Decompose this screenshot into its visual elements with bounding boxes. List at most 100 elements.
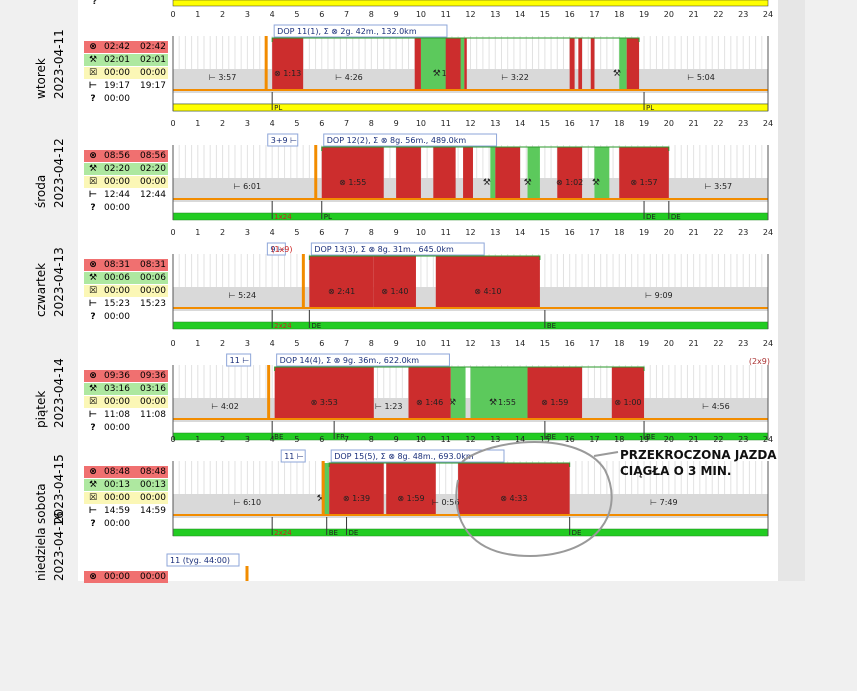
drive-label: ⊗ 1:02 xyxy=(556,178,583,187)
stat-value-cumulative: 15:23 xyxy=(140,299,166,309)
axis-tick-label: 3 xyxy=(245,228,250,237)
stat-row-unknown: ? 00:00 xyxy=(84,422,168,434)
axis-tick-label: 10 xyxy=(416,119,426,128)
axis-tick-label: 8 xyxy=(369,228,374,237)
stat-row-work: ⚒ 00:06 00:06 xyxy=(84,272,168,284)
stat-value-cumulative: 14:59 xyxy=(140,506,166,516)
axis-tick-label: 10 xyxy=(416,228,426,237)
drive-icon: ⊗ xyxy=(89,572,97,582)
stat-row-span: ⊢ 12:44 12:44 xyxy=(84,189,168,201)
rest-label: ⊢ 1:23 xyxy=(375,402,402,411)
stat-row-drive: ⊗ 02:42 02:42 xyxy=(84,41,168,53)
unknown-icon: ? xyxy=(90,423,96,433)
stat-row-unknown: ? 00:00 xyxy=(84,518,168,530)
stat-value: 02:01 xyxy=(104,55,130,65)
axis-tick-label: 19 xyxy=(639,10,649,19)
axis-tick-label: 21 xyxy=(689,10,699,19)
axis-tick-label: 1 xyxy=(195,228,200,237)
stat-value: 00:00 xyxy=(104,493,130,503)
drive-icon: ⊗ xyxy=(89,371,97,381)
date-label: 2023-04-12 xyxy=(52,138,66,208)
stat-row-work: ⚒ 02:01 02:01 xyxy=(84,54,168,66)
drive-block xyxy=(578,38,583,90)
axis-tick-label: 5 xyxy=(294,435,299,444)
axis-tick-label: 24 xyxy=(763,339,773,348)
axis-tick-label: 13 xyxy=(490,435,500,444)
axis-tick-label: 19 xyxy=(639,119,649,128)
weekday-label: wtorek xyxy=(34,58,48,99)
work-block xyxy=(324,463,330,515)
work-block xyxy=(619,38,627,90)
weekday-label: niedziela xyxy=(34,527,48,581)
stat-value: 02:42 xyxy=(104,42,130,52)
axis-tick-label: 14 xyxy=(515,435,525,444)
duty-bracket xyxy=(274,366,645,371)
stat-value: 11:08 xyxy=(104,410,130,420)
axis-tick-label: 10 xyxy=(416,435,426,444)
axis-tick-label: 16 xyxy=(565,228,575,237)
work-icon: ⚒ xyxy=(88,384,98,394)
date-label: 2023-04-13 xyxy=(52,247,66,317)
weekday-label: piątek xyxy=(34,390,48,428)
stat-row-work: ⚒ 02:20 02:20 xyxy=(84,163,168,175)
axis-tick-label: 9 xyxy=(394,339,399,348)
work-block xyxy=(450,367,466,419)
annotation-pointer xyxy=(593,451,619,457)
rest-label: ⊢ 6:10 xyxy=(234,498,261,507)
rest-label: ⊢ 0:56 xyxy=(432,498,459,507)
stat-value-cumulative: 08:56 xyxy=(140,151,166,161)
weekday-label: środa xyxy=(34,174,48,208)
rest-label: ⊢ 5:04 xyxy=(687,73,714,82)
axis-tick-label: 15 xyxy=(540,339,550,348)
stat-value: 08:48 xyxy=(104,467,130,477)
drive-label: ⊗ 1:59 xyxy=(397,494,424,503)
stat-row-unknown: ? 00:00 xyxy=(84,202,168,214)
stat-value-cumulative: 00:00 xyxy=(140,572,166,582)
annotation-line-2: CIĄGŁA O 3 MIN. xyxy=(620,464,732,478)
axis-tick-label: 12 xyxy=(465,119,475,128)
drive-block xyxy=(611,367,645,419)
drive-block xyxy=(408,367,451,419)
stat-row-span: ⊢ 19:17 19:17 xyxy=(84,80,168,92)
stat-row-drive: ⊗ 08:56 08:56 xyxy=(84,150,168,162)
stat-value: 00:13 xyxy=(104,480,130,490)
avail-icon: ☒ xyxy=(88,286,98,296)
axis-tick-label: 21 xyxy=(689,339,699,348)
stat-value: 03:16 xyxy=(104,384,130,394)
axis-tick-label: 17 xyxy=(589,10,599,19)
drive-label: ⊗ 1:57 xyxy=(630,178,657,187)
work-icon: ⚒ xyxy=(613,69,621,79)
work-block xyxy=(527,147,540,199)
axis-tick-label: 13 xyxy=(490,119,500,128)
drive-block xyxy=(445,38,461,90)
partial-stat-row: ⊗ 00:00 00:00 xyxy=(84,571,168,583)
rest-label: ⊢ 3:57 xyxy=(209,73,236,82)
axis-tick-label: 8 xyxy=(369,435,374,444)
dop-label: DOP 14(4), Σ ⊗ 9g. 36m., 622.0km xyxy=(280,356,420,365)
marker-label: FR xyxy=(336,433,345,441)
drive-block xyxy=(463,147,473,199)
dop-label: DOP 12(2), Σ ⊗ 8g. 56m., 489.0km xyxy=(327,136,467,145)
axis-tick-label: 13 xyxy=(490,10,500,19)
axis-tick-label: 3 xyxy=(245,435,250,444)
drive-label: ⊗ 3:53 xyxy=(311,398,338,407)
axis-tick-label: 9 xyxy=(394,10,399,19)
stat-value: 00:00 xyxy=(104,312,130,322)
axis-tick-label: 8 xyxy=(369,119,374,128)
marker-label: BE xyxy=(547,433,556,441)
axis-tick-label: 22 xyxy=(713,10,723,19)
marker-label: DE xyxy=(572,529,582,537)
axis-tick-label: 3 xyxy=(245,339,250,348)
stat-row-span: ⊢ 14:59 14:59 xyxy=(84,505,168,517)
stat-value-cumulative: 19:17 xyxy=(140,81,166,91)
stat-row-span: ⊢ 15:23 15:23 xyxy=(84,298,168,310)
work-label: 1:55 xyxy=(498,398,516,407)
duty-bracket xyxy=(328,462,571,467)
axis-tick-label: 20 xyxy=(664,339,674,348)
stat-row-work: ⚒ 00:13 00:13 xyxy=(84,479,168,491)
axis-tick-label: 5 xyxy=(294,228,299,237)
date-label: 2023-04-11 xyxy=(52,29,66,99)
axis-tick-label: 7 xyxy=(344,10,349,19)
axis-tick-label: 17 xyxy=(589,435,599,444)
rest-label: ⊢ 4:02 xyxy=(211,402,238,411)
